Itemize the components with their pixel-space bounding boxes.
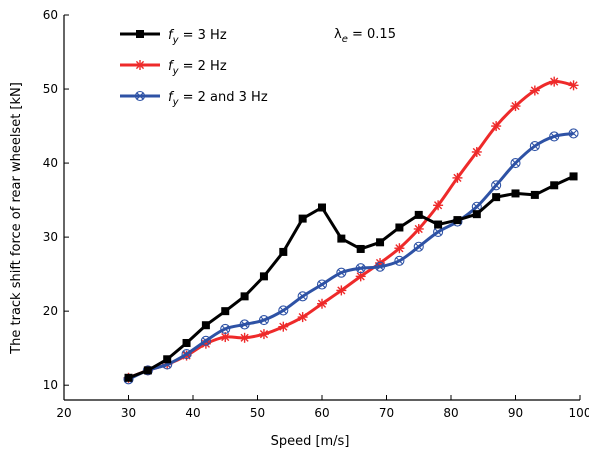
data-point-asterisk xyxy=(452,172,463,183)
legend-label: fy = 3 Hz xyxy=(168,28,227,46)
legend-label: fy = 2 Hz xyxy=(168,59,227,77)
data-point-square xyxy=(136,30,144,38)
x-tick-label: 80 xyxy=(443,406,458,420)
data-point-circle-x xyxy=(181,349,192,360)
legend-label: fy = 2 and 3 Hz xyxy=(168,90,268,108)
x-tick-label: 100 xyxy=(569,406,589,420)
data-point-asterisk xyxy=(413,223,424,234)
data-point-square xyxy=(511,189,520,198)
data-point-asterisk xyxy=(317,298,327,309)
data-point-square xyxy=(356,244,365,253)
data-point-asterisk xyxy=(258,329,269,340)
data-point-circle-x xyxy=(220,323,231,334)
x-tick-label: 20 xyxy=(56,406,71,420)
data-point-circle-x xyxy=(355,263,366,274)
data-point-asterisk xyxy=(568,80,579,91)
data-point-square xyxy=(530,190,539,199)
data-point-asterisk xyxy=(491,121,502,132)
data-point-circle-x xyxy=(510,158,521,169)
data-point-asterisk xyxy=(135,60,145,70)
data-point-circle-x xyxy=(336,267,347,278)
series-2 xyxy=(123,128,579,385)
plot-area xyxy=(123,76,579,385)
y-tick-label: 30 xyxy=(43,230,58,244)
data-point-circle-x xyxy=(134,90,146,102)
data-point-square xyxy=(376,238,385,247)
axes: 20 30 40 50 60 70 80 90 100 10 20 30 40 50 60 xyxy=(43,8,589,420)
data-point-circle-x xyxy=(258,314,270,326)
data-point-circle-x xyxy=(316,279,328,290)
data-point-circle-x xyxy=(200,335,211,346)
data-point-square xyxy=(201,321,210,330)
legend: fy = 3 Hz fy = 2 Hz fy = 2 and 3 Hz xyxy=(120,28,268,108)
data-point-asterisk xyxy=(239,332,250,343)
data-point-asterisk xyxy=(297,312,308,323)
data-point-circle-x xyxy=(394,255,405,266)
x-tick-label: 60 xyxy=(314,406,329,420)
data-point-square xyxy=(221,307,230,316)
series-line xyxy=(127,131,574,381)
data-point-square xyxy=(318,203,326,212)
data-point-asterisk xyxy=(278,321,289,332)
data-point-square xyxy=(395,223,404,232)
x-tick-label: 50 xyxy=(250,406,265,420)
data-point-square xyxy=(569,172,578,181)
data-point-square xyxy=(259,272,268,281)
x-tick-label: 30 xyxy=(121,406,136,420)
data-point-circle-x xyxy=(413,241,424,252)
data-point-asterisk xyxy=(471,146,482,157)
data-point-circle-x xyxy=(568,128,579,139)
lambda-annotation: λe = 0.15 xyxy=(334,27,396,45)
data-point-circle-x xyxy=(529,140,540,152)
y-tick-label: 50 xyxy=(43,82,58,96)
data-point-asterisk xyxy=(336,285,347,296)
x-tick-label: 40 xyxy=(185,406,200,420)
data-point-square xyxy=(298,214,307,223)
data-point-square xyxy=(453,216,462,225)
data-point-asterisk xyxy=(394,243,405,254)
series-0 xyxy=(124,172,578,382)
data-point-square xyxy=(124,373,133,382)
data-point-asterisk xyxy=(549,76,560,87)
data-point-square xyxy=(434,220,443,229)
data-point-square xyxy=(472,210,481,219)
data-point-square xyxy=(240,292,249,301)
data-point-square xyxy=(182,338,191,347)
data-point-circle-x xyxy=(297,291,308,302)
y-tick-label: 10 xyxy=(43,378,58,392)
data-point-asterisk xyxy=(529,85,540,96)
data-point-square xyxy=(550,181,559,190)
data-point-circle-x xyxy=(433,226,444,237)
data-point-circle-x xyxy=(374,261,386,272)
data-point-circle-x xyxy=(549,131,560,142)
y-axis-label: The track shift force of rear wheelset [… xyxy=(9,82,24,355)
data-point-asterisk xyxy=(510,101,521,112)
x-tick-label: 70 xyxy=(379,406,394,420)
x-axis-label: Speed [m/s] xyxy=(271,434,350,449)
x-tick-label: 90 xyxy=(508,406,523,420)
data-point-square xyxy=(414,210,423,219)
y-tick-label: 20 xyxy=(43,304,58,318)
data-point-square xyxy=(163,355,172,364)
data-point-circle-x xyxy=(278,305,289,316)
data-point-square xyxy=(279,247,288,256)
data-point-circle-x xyxy=(491,180,502,191)
data-point-square xyxy=(143,366,152,375)
data-point-square xyxy=(492,193,501,202)
data-point-square xyxy=(337,234,346,243)
y-tick-label: 40 xyxy=(43,156,58,170)
data-point-circle-x xyxy=(239,319,250,330)
y-tick-label: 60 xyxy=(43,8,58,22)
data-point-asterisk xyxy=(433,200,444,211)
